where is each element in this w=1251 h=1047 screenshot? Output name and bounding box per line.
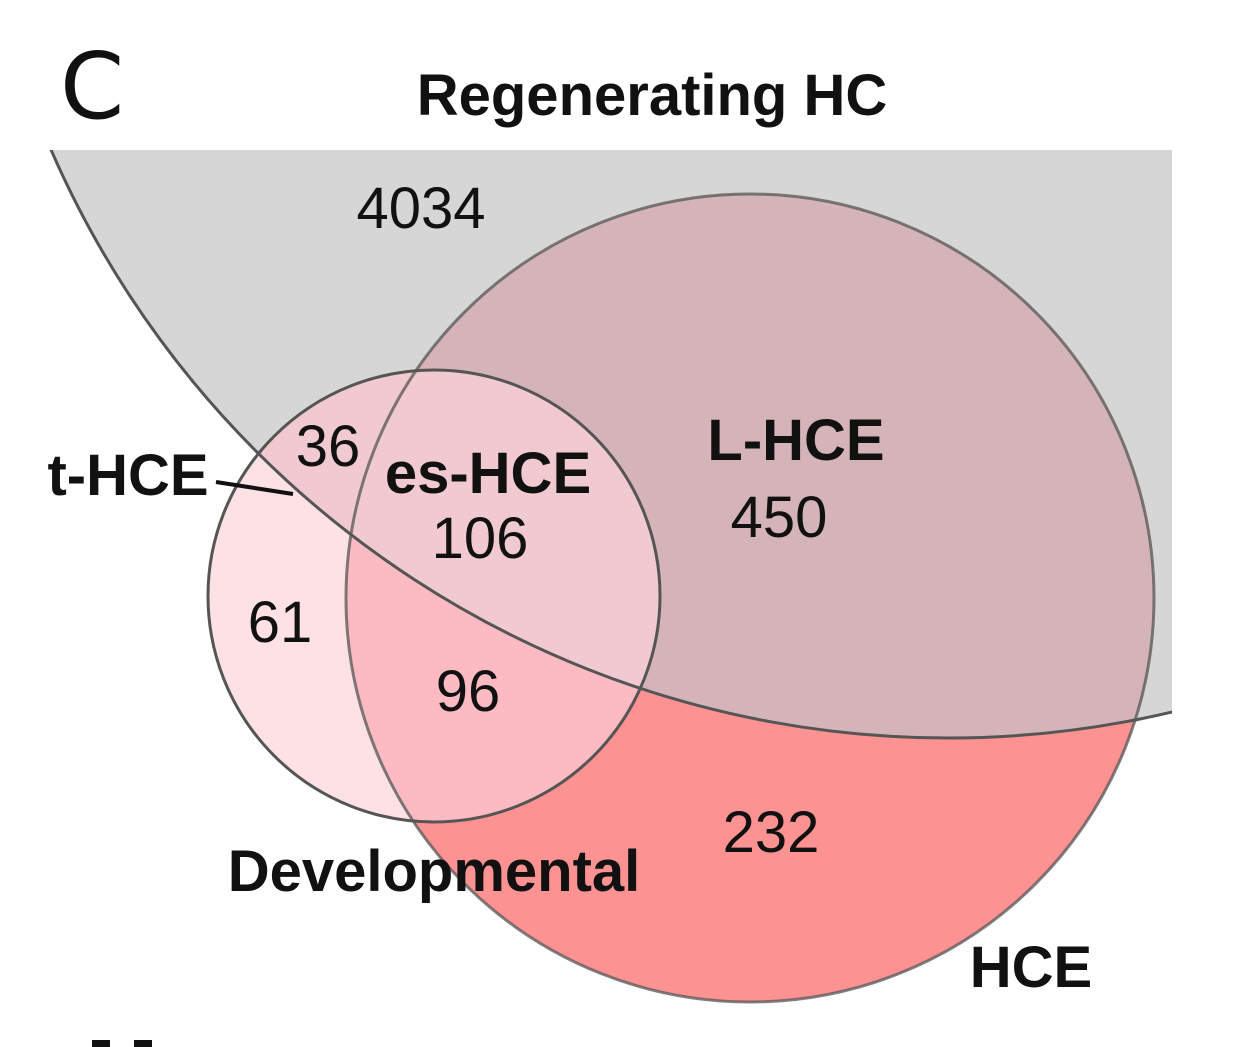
es-hce-label: es-HCE <box>385 441 591 506</box>
count-dev-only: 61 <box>248 590 313 655</box>
next-panel-fragment <box>134 1040 152 1047</box>
developmental-label: Developmental <box>228 839 641 904</box>
count-regenerating-only: 4034 <box>356 176 485 241</box>
developmental-outline <box>206 368 662 824</box>
next-panel-fragment <box>92 1040 110 1047</box>
count-dev-hce-only: 96 <box>436 659 501 724</box>
regenerating-hc-outline <box>49 150 1172 740</box>
hce-outline <box>344 192 1156 1004</box>
t-hce-leader-line <box>215 480 294 496</box>
regenerating-hc-label: Regenerating HC <box>417 63 888 128</box>
panel-letter: C <box>60 33 124 140</box>
l-hce-label: L-HCE <box>707 408 884 473</box>
regen-hce-overlap <box>346 194 1154 738</box>
hce-label: HCE <box>970 935 1092 1000</box>
count-regen-dev-only: 36 <box>296 414 361 479</box>
count-hce-only: 232 <box>723 800 820 865</box>
count-regen-hce-only: 450 <box>731 485 828 550</box>
t-hce-label: t-HCE <box>47 443 208 508</box>
count-all-three: 106 <box>432 506 529 571</box>
